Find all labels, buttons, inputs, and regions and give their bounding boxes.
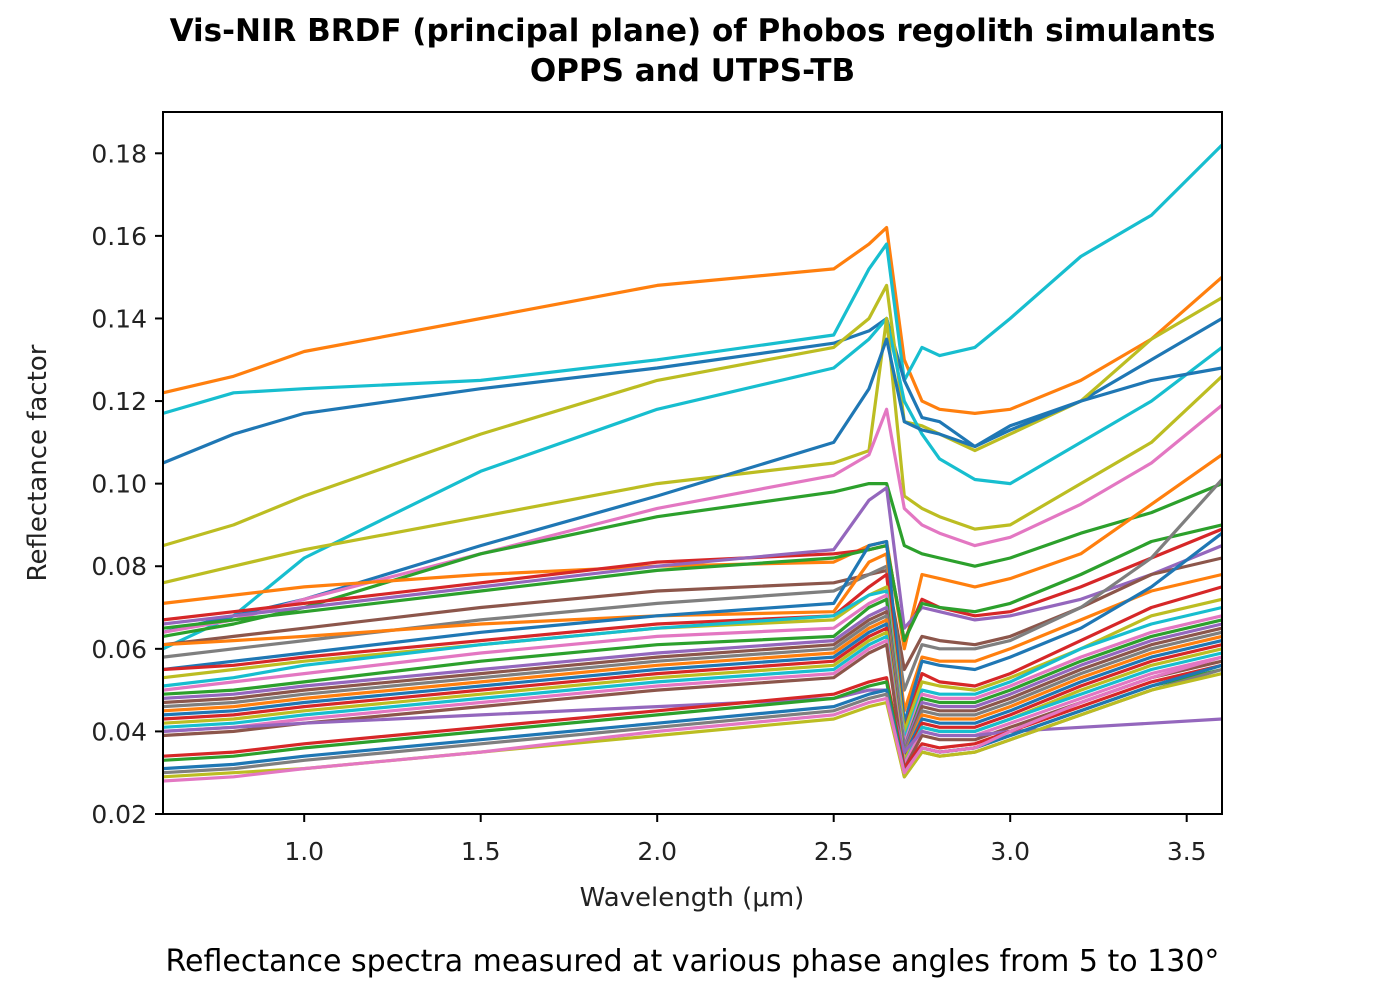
series-line-7: [162, 337, 1223, 634]
series-line-2: [162, 143, 1224, 415]
y-tick-label: 0.14: [91, 304, 147, 333]
figure-caption: Reflectance spectra measured at various …: [165, 944, 1220, 979]
series-line-17: [162, 531, 1223, 725]
series-layer: [162, 143, 1224, 783]
x-tick-label: 3.5: [1167, 837, 1207, 866]
y-tick-label: 0.02: [91, 800, 147, 829]
y-tick-label: 0.06: [91, 635, 147, 664]
x-tick-label: 1.0: [284, 837, 324, 866]
chart-title: Vis-NIR BRDF (principal plane) of Phobos…: [169, 13, 1216, 49]
series-line-12: [162, 486, 1223, 630]
series-line-5: [162, 316, 1223, 651]
series-line-6: [162, 316, 1224, 585]
y-tick-label: 0.18: [91, 139, 147, 168]
y-tick-label: 0.04: [91, 717, 147, 746]
series-line-1: [162, 226, 1224, 415]
y-tick-label: 0.10: [91, 470, 147, 499]
x-tick-label: 3.0: [990, 837, 1030, 866]
series-line-32: [162, 643, 1223, 771]
y-axis-label: Reflectance factor: [23, 344, 53, 581]
x-axis-label: Wavelength (μm): [580, 883, 805, 913]
y-tick-label: 0.12: [91, 387, 147, 416]
y-tick-label: 0.08: [91, 552, 147, 581]
x-tick-label: 1.5: [461, 837, 501, 866]
axis-layer: 1.0 1.5 2.0 2.5 3.0 3.5 0.02 0.04 0.06 0.08 0.10 0.…: [91, 139, 1206, 866]
x-tick-label: 2.5: [814, 837, 854, 866]
plot-border: [162, 111, 1223, 815]
series-line-8: [162, 403, 1224, 634]
y-tick-label: 0.16: [91, 222, 147, 251]
series-line-13: [162, 523, 1223, 643]
series-line-39: [162, 655, 1223, 783]
chart-subtitle: OPPS and UTPS-TB: [529, 53, 856, 89]
x-tick-label: 2.0: [637, 837, 677, 866]
